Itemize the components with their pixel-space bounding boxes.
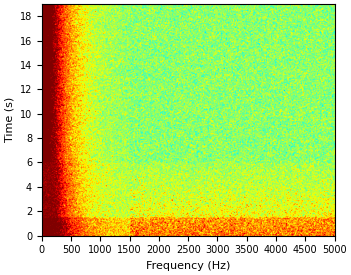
Y-axis label: Time (s): Time (s): [4, 97, 14, 142]
X-axis label: Frequency (Hz): Frequency (Hz): [146, 261, 230, 271]
